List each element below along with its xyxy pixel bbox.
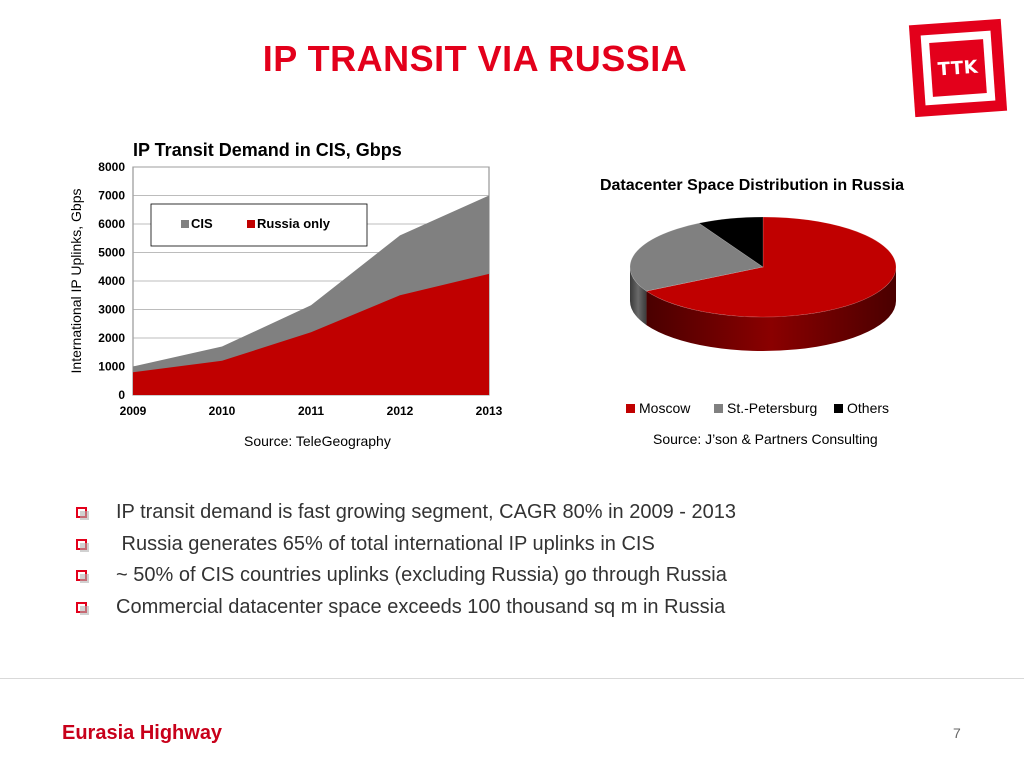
pie-slice-st-petersburg	[629, 222, 764, 292]
x-tick-label: 2009	[120, 404, 147, 418]
ttk-logo: TTK	[908, 18, 1008, 118]
pie-legend-label: Others	[847, 400, 889, 416]
pie-legend-label: Moscow	[639, 400, 691, 416]
bullet-text: IP transit demand is fast growing segmen…	[116, 501, 736, 524]
x-tick-label: 2012	[387, 404, 414, 418]
x-tick-label: 2010	[209, 404, 236, 418]
checkbox-bullet-icon	[76, 570, 89, 584]
y-tick-label: 4000	[98, 274, 125, 288]
bullet-item: IP transit demand is fast growing segmen…	[76, 497, 736, 529]
bullet-text: Russia generates 65% of total internatio…	[116, 532, 655, 555]
y-tick-label: 6000	[98, 217, 125, 231]
datacenter-pie-chart: Datacenter Space Distribution in Russia M…	[600, 177, 904, 416]
x-tick-label: 2013	[476, 404, 503, 418]
y-tick-label: 5000	[98, 246, 125, 260]
footer-divider	[0, 678, 1024, 679]
pie-legend-swatch	[714, 404, 723, 413]
chart-title: IP Transit Demand in CIS, Gbps	[133, 140, 402, 160]
pie-side-st-petersburg	[630, 267, 647, 326]
slide-title: IP TRANSIT VIA RUSSIA	[262, 38, 688, 79]
y-tick-label: 2000	[98, 331, 125, 345]
pie-slice-moscow	[645, 216, 897, 318]
x-tick-label: 2011	[298, 404, 324, 418]
y-axis-label: International IP Uplinks, Gbps	[68, 189, 84, 374]
source-left: Source: TeleGeography	[244, 433, 391, 449]
logo-text: TTK	[929, 39, 987, 97]
source-right: Source: J’son & Partners Consulting	[653, 431, 878, 447]
checkbox-bullet-icon	[76, 507, 89, 521]
bullet-item: Russia generates 65% of total internatio…	[76, 529, 736, 561]
bullet-item: ~ 50% of CIS countries uplinks (excludin…	[76, 560, 736, 592]
legend-swatch	[181, 220, 189, 228]
bullet-list: IP transit demand is fast growing segmen…	[76, 497, 736, 623]
legend-label: CIS	[191, 216, 213, 231]
pie-legend-swatch	[834, 404, 843, 413]
y-tick-label: 3000	[98, 303, 125, 317]
pie-legend-swatch	[626, 404, 635, 413]
y-tick-label: 8000	[98, 160, 125, 174]
pie-title: Datacenter Space Distribution in Russia	[600, 177, 904, 194]
pie-side-moscow	[646, 267, 896, 351]
legend-label: Russia only	[257, 216, 331, 231]
area-series-russia-only	[133, 273, 489, 395]
page-number: 7	[953, 725, 961, 741]
bullet-text: Commercial datacenter space exceeds 100 …	[116, 595, 726, 618]
y-tick-label: 0	[118, 388, 125, 402]
ip-transit-area-chart: IP Transit Demand in CIS, Gbps 0 1000 2000 3…	[68, 140, 503, 418]
pie-legend-label: St.-Petersburg	[727, 400, 817, 416]
bullet-text: ~ 50% of CIS countries uplinks (excludin…	[116, 564, 727, 587]
checkbox-bullet-icon	[76, 538, 89, 552]
y-tick-label: 7000	[98, 189, 125, 203]
y-tick-label: 1000	[98, 360, 125, 374]
checkbox-bullet-icon	[76, 601, 89, 615]
footer-brand: Eurasia Highway	[62, 722, 223, 744]
legend-swatch	[247, 220, 255, 228]
pie-slice-others	[698, 216, 764, 268]
bullet-item: Commercial datacenter space exceeds 100 …	[76, 592, 736, 624]
